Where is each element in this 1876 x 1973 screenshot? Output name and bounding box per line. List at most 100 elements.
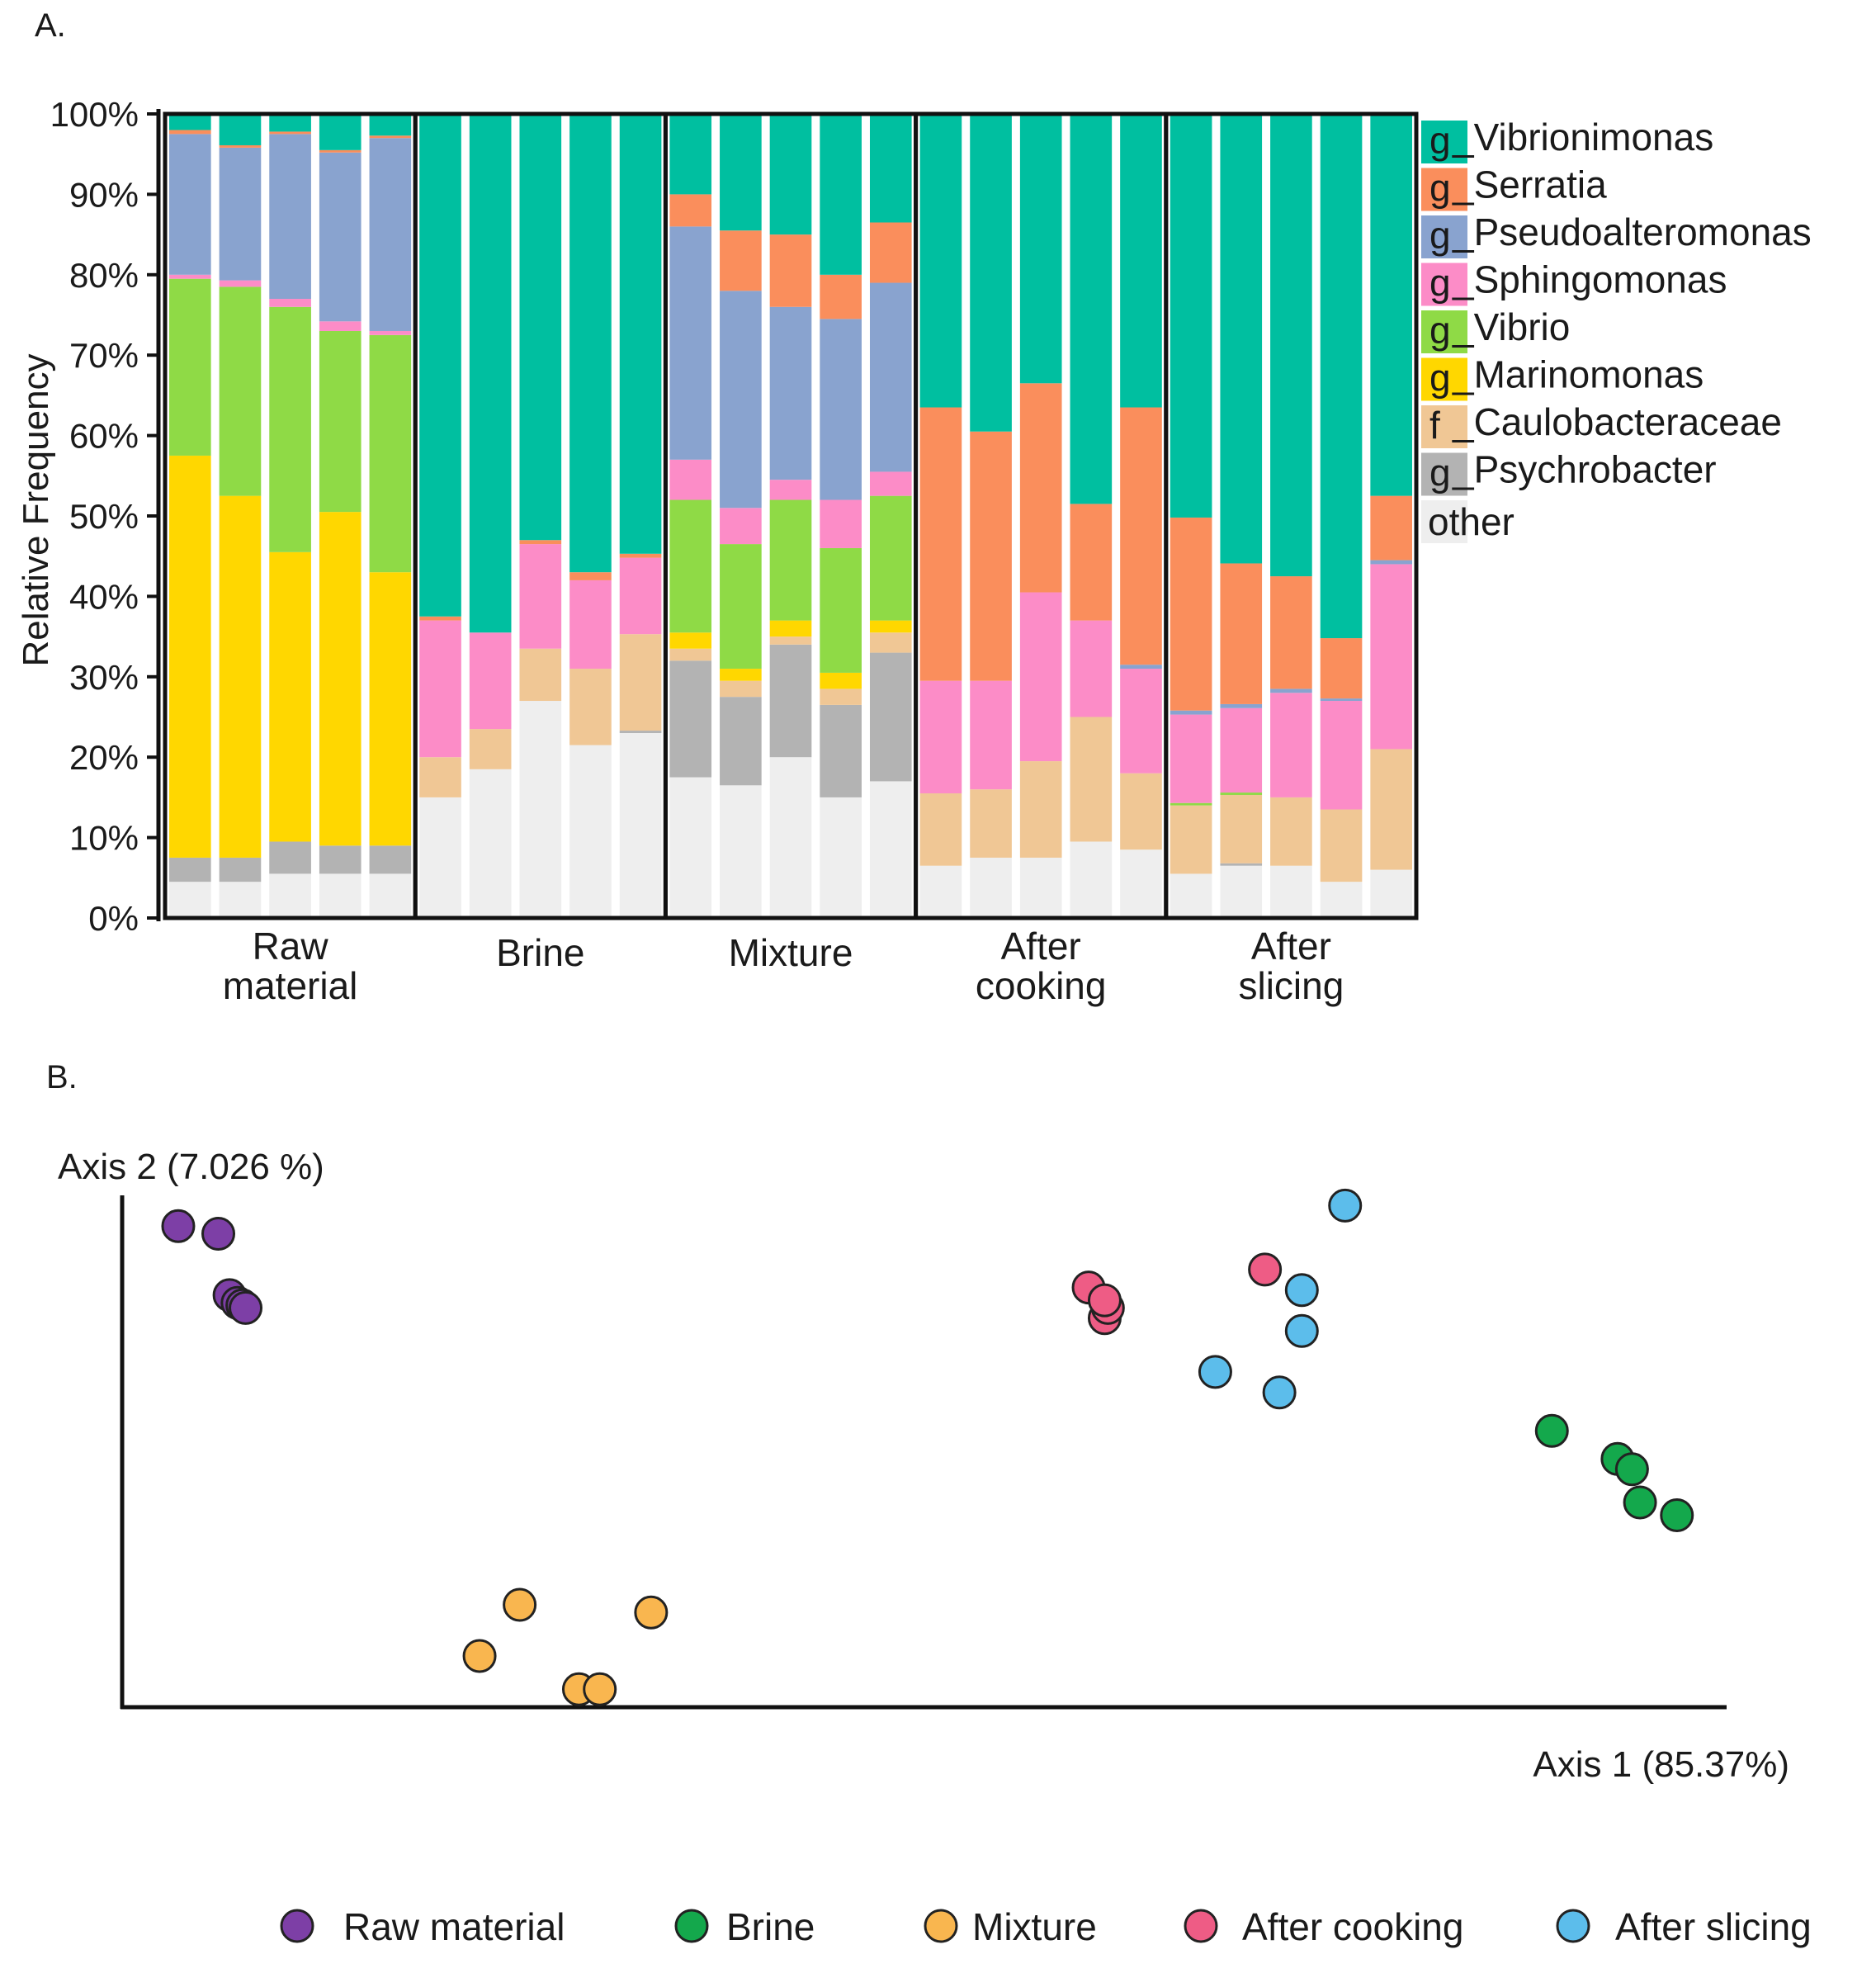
point-after-cooking: [1248, 1252, 1283, 1287]
bar-segment-serratia: [219, 144, 262, 148]
bar-segment-other: [1270, 865, 1312, 918]
bar-segment-vibrionimonas: [419, 114, 461, 617]
legend-swatch: [1421, 168, 1467, 211]
bar-segment-caulobacteraceae: [619, 634, 662, 731]
bar-segment-sphingomonas: [219, 280, 262, 287]
bar-segment-vibrionimonas: [369, 114, 412, 136]
bar-segment-caulobacteraceae: [419, 757, 461, 797]
bar-segment-psychrobacter: [869, 652, 912, 782]
panel-b-label: B.: [46, 1059, 78, 1095]
point-after-cooking: [1087, 1283, 1122, 1318]
scatter-points: [161, 1188, 1694, 1706]
bar-segment-sphingomonas: [369, 330, 412, 335]
y-tick-label: 10%: [69, 819, 139, 858]
legend-prefix: g: [1429, 167, 1451, 210]
bar-segment-pseudoalteromonas: [769, 306, 812, 480]
bar-segment-pseudoalteromonas: [1270, 688, 1312, 693]
bar-segment-caulobacteraceae: [569, 669, 612, 745]
bar-segment-vibrionimonas: [1370, 114, 1412, 496]
bar-segment-serratia: [720, 230, 762, 291]
bar-segment-pseudoalteromonas: [319, 152, 361, 322]
bar-segment-serratia: [1070, 504, 1113, 621]
bar-segment-sphingomonas: [319, 321, 361, 331]
bar-segment-pseudoalteromonas: [669, 226, 712, 460]
bar-segment-sphingomonas: [169, 274, 211, 279]
bar-segment-caulobacteraceae: [1370, 749, 1412, 870]
bar-segment-vibrio: [720, 544, 762, 669]
bar-segment-sphingomonas: [1019, 592, 1062, 762]
bar-segment-vibrionimonas: [1320, 114, 1363, 639]
bar-segment-pseudoalteromonas: [1220, 703, 1263, 708]
bar-segment-vibrio: [1170, 802, 1212, 806]
bar-segment-marinomonas: [169, 455, 211, 858]
y-axis-title: Relative Frequency: [16, 353, 56, 666]
legend-label: other: [1428, 500, 1515, 543]
bar-segment-psychrobacter: [769, 644, 812, 758]
bar-segment-other: [219, 882, 262, 918]
bar-segment-serratia: [1320, 638, 1363, 699]
point-after-slicing: [1284, 1313, 1319, 1348]
legend-label: _Marinomonas: [1452, 353, 1704, 396]
bar-segment-caulobacteraceae: [469, 729, 512, 769]
bar-segment-vibrionimonas: [319, 114, 361, 150]
legend-marker: [674, 1909, 709, 1943]
bar-segment-sphingomonas: [469, 632, 512, 730]
legend-prefix: g: [1429, 452, 1451, 494]
bar-segment-other: [970, 857, 1012, 918]
group-label: cooking: [976, 964, 1107, 1007]
bar-segment-serratia: [869, 222, 912, 283]
legend-swatch: [1421, 263, 1467, 306]
legend-prefix: g: [1429, 309, 1451, 352]
bar-segment-psychrobacter: [269, 841, 311, 874]
bar-segment-other: [369, 873, 412, 918]
y-tick-label: 0%: [88, 899, 139, 938]
bar-segment-caulobacteraceae: [970, 789, 1012, 858]
bar-area: [169, 114, 1412, 918]
legend-label: _Vibrionimonas: [1452, 116, 1713, 159]
legend-prefix: g: [1429, 119, 1451, 162]
group-label: After: [1001, 925, 1081, 968]
point-mixture: [503, 1587, 537, 1622]
bar-segment-other: [569, 745, 612, 918]
bar-segment-other: [919, 865, 962, 918]
bar-segment-caulobacteraceae: [1320, 809, 1363, 882]
bar-segment-sphingomonas: [970, 680, 1012, 790]
bar-segment-vibrio: [869, 495, 912, 621]
group-label: Brine: [496, 931, 584, 974]
bar-segment-psychrobacter: [720, 697, 762, 786]
y-tick-label: 100%: [50, 95, 139, 134]
bar-segment-pseudoalteromonas: [1320, 698, 1363, 702]
bar-segment-caulobacteraceae: [1070, 717, 1113, 842]
bar-segment-caulobacteraceae: [1220, 794, 1263, 863]
legend-label: After cooking: [1242, 1905, 1463, 1948]
group-label: Mixture: [729, 931, 853, 974]
y-tick-label: 70%: [69, 336, 139, 375]
bar-segment-sphingomonas: [619, 557, 662, 635]
bar-segment-sphingomonas: [1220, 707, 1263, 793]
bar-segment-serratia: [820, 274, 862, 319]
legend-marker: [924, 1909, 958, 1943]
bar-segment-serratia: [1120, 407, 1162, 665]
bar-segment-vibrio: [319, 330, 361, 513]
bar-segment-caulobacteraceae: [820, 688, 862, 705]
group-label: Raw: [253, 925, 329, 968]
legend-swatch: [1421, 121, 1467, 163]
bar-segment-sphingomonas: [1120, 669, 1162, 774]
x-axis-title-b: Axis 1 (85.37%): [1533, 1744, 1789, 1785]
point-raw-material: [161, 1209, 196, 1243]
bar-segment-sphingomonas: [1320, 701, 1363, 810]
bar-segment-other: [1170, 873, 1212, 918]
legend-label: After slicing: [1615, 1905, 1812, 1948]
bar-segment-marinomonas: [269, 551, 311, 842]
bar-segment-caulobacteraceae: [919, 793, 962, 866]
point-after-slicing: [1284, 1273, 1319, 1308]
legend-label: _Pseudoalteromonas: [1452, 211, 1812, 253]
scatter-legend: Raw material Brine Mixture After cooking Aft…: [280, 1905, 1812, 1948]
group-label: After: [1251, 925, 1331, 968]
y-tick-label: 50%: [69, 497, 139, 536]
legend-label: _Serratia: [1452, 163, 1607, 206]
bar-segment-vibrionimonas: [1070, 114, 1113, 504]
bar-segment-sphingomonas: [1270, 693, 1312, 797]
legend-prefix: f: [1429, 404, 1440, 447]
